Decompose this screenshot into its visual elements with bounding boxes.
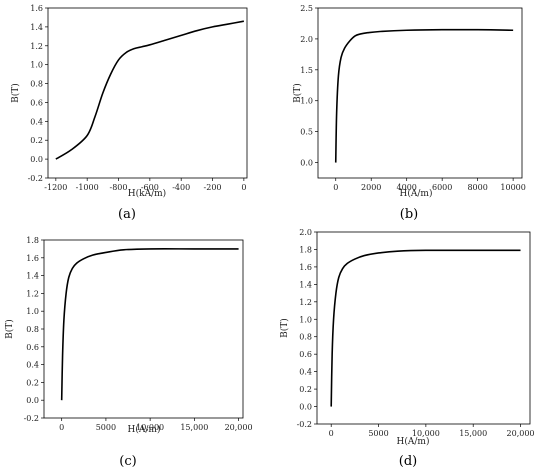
x-tick-label: 20,000 [225,423,253,432]
x-tick-label: 10,000 [136,423,164,432]
x-axis-label: H(A/m) [397,436,430,447]
y-axis-label: B(T) [279,318,290,338]
y-tick-label: 1.2 [299,298,312,307]
y-tick-label: 1.0 [300,97,313,106]
panel-label: (d) [399,454,417,469]
y-tick-label: 2.0 [299,228,312,237]
x-tick-label: -1200 [44,183,67,192]
y-tick-label: -0.2 [297,420,312,429]
y-axis-label: B(T) [292,83,303,103]
y-tick-label: 0.8 [299,333,312,342]
chart-panel-3: 0 5000 10,000 15,000 20,000 -0.2 0.0 0.2 0.4 0.6 0… [4,236,253,469]
y-tick-label: 0.8 [26,325,39,334]
x-tick-label: 0 [59,423,64,432]
y-tick-label: 1.6 [30,4,43,13]
y-tick-label: 1.0 [30,61,43,70]
x-tick-label: -800 [110,183,128,192]
x-tick-label: 0 [333,183,338,192]
x-tick-label: -600 [141,183,159,192]
x-tick-label: 4000 [397,183,417,192]
bh-curve-line [60,248,239,401]
y-tick-label: 1.4 [26,272,39,281]
y-tick-label: 1.8 [26,236,39,245]
x-axis-label: H(A/m) [400,188,433,199]
y-tick-label: 2.0 [300,35,313,44]
x-tick-label: -400 [172,183,190,192]
bh-curve-line [55,20,245,160]
y-tick-label: 1.5 [300,66,313,75]
y-axis-label: B(T) [10,83,21,103]
x-tick-label: 0 [241,183,246,192]
y-tick-label: 0.0 [299,403,312,412]
y-tick-label: 1.2 [30,42,43,51]
y-tick-label: 1.4 [299,280,312,289]
chart-panel-4: 0 5000 10,000 15,000 20,000 -0.2 0.0 0.2 0.4 0.6 0… [279,228,535,469]
y-tick-label: 1.0 [26,307,39,316]
chart-panel-1: -1200 -1000 -800 -600 -400 -200 0 -0.2 0.0 0.2 0.4… [10,4,248,222]
y-tick-label: -0.2 [24,414,39,423]
x-axis-label: H(kA/m) [128,188,166,199]
y-tick-label: 0.5 [300,128,313,137]
y-tick-label: 0.2 [30,136,43,145]
y-tick-label: 0.6 [30,98,43,107]
x-tick-label: 2000 [361,183,381,192]
bh-curve-line [334,28,514,163]
y-tick-label: 0.2 [26,378,39,387]
y-tick-label: 1.8 [299,245,312,254]
y-tick-label: 1.6 [26,254,39,263]
y-tick-label: 0.0 [30,155,43,164]
y-tick-label: 0.4 [299,368,312,377]
y-tick-label: 0.2 [299,385,312,394]
x-tick-label: 15,000 [180,423,208,432]
panel-label: (c) [119,454,136,469]
y-tick-label: 0.0 [26,396,39,405]
plot-frame [316,231,531,425]
y-tick-label: -0.2 [28,174,43,183]
x-tick-label: 5000 [368,429,388,438]
y-tick-label: 0.6 [26,343,39,352]
y-tick-label: 0.4 [30,117,43,126]
x-axis-label: H(A/m) [128,424,161,435]
x-tick-label: 10000 [500,183,525,192]
panel-label: (a) [118,207,136,222]
x-tick-label: 20,000 [507,429,535,438]
y-tick-label: 1.6 [299,263,312,272]
plot-frame [47,7,248,179]
x-tick-label: 15,000 [459,429,487,438]
y-tick-label: 0.8 [30,80,43,89]
x-tick-label: 0 [329,429,334,438]
y-tick-label: 1.0 [299,315,312,324]
x-tick-label: 10,000 [412,429,440,438]
y-tick-label: 2.5 [300,4,313,13]
x-tick-label: 8000 [467,183,487,192]
y-tick-label: 0.0 [300,159,313,168]
y-tick-label: 0.4 [26,361,39,370]
x-tick-label: 6000 [432,183,452,192]
x-tick-label: -200 [204,183,222,192]
y-axis-label: B(T) [4,319,15,339]
x-tick-label: 5000 [96,423,116,432]
x-tick-label: -1000 [76,183,99,192]
chart-panel-2: 0 2000 4000 6000 8000 10000 0.0 0.5 1.0 1.5 2.0 2.5… [292,4,526,222]
plot-frame [317,7,523,179]
y-tick-label: 0.6 [299,350,312,359]
bh-curve-line [330,249,521,407]
panel-label: (b) [400,207,418,222]
y-tick-label: 1.2 [26,289,39,298]
y-tick-label: 1.4 [30,23,43,32]
